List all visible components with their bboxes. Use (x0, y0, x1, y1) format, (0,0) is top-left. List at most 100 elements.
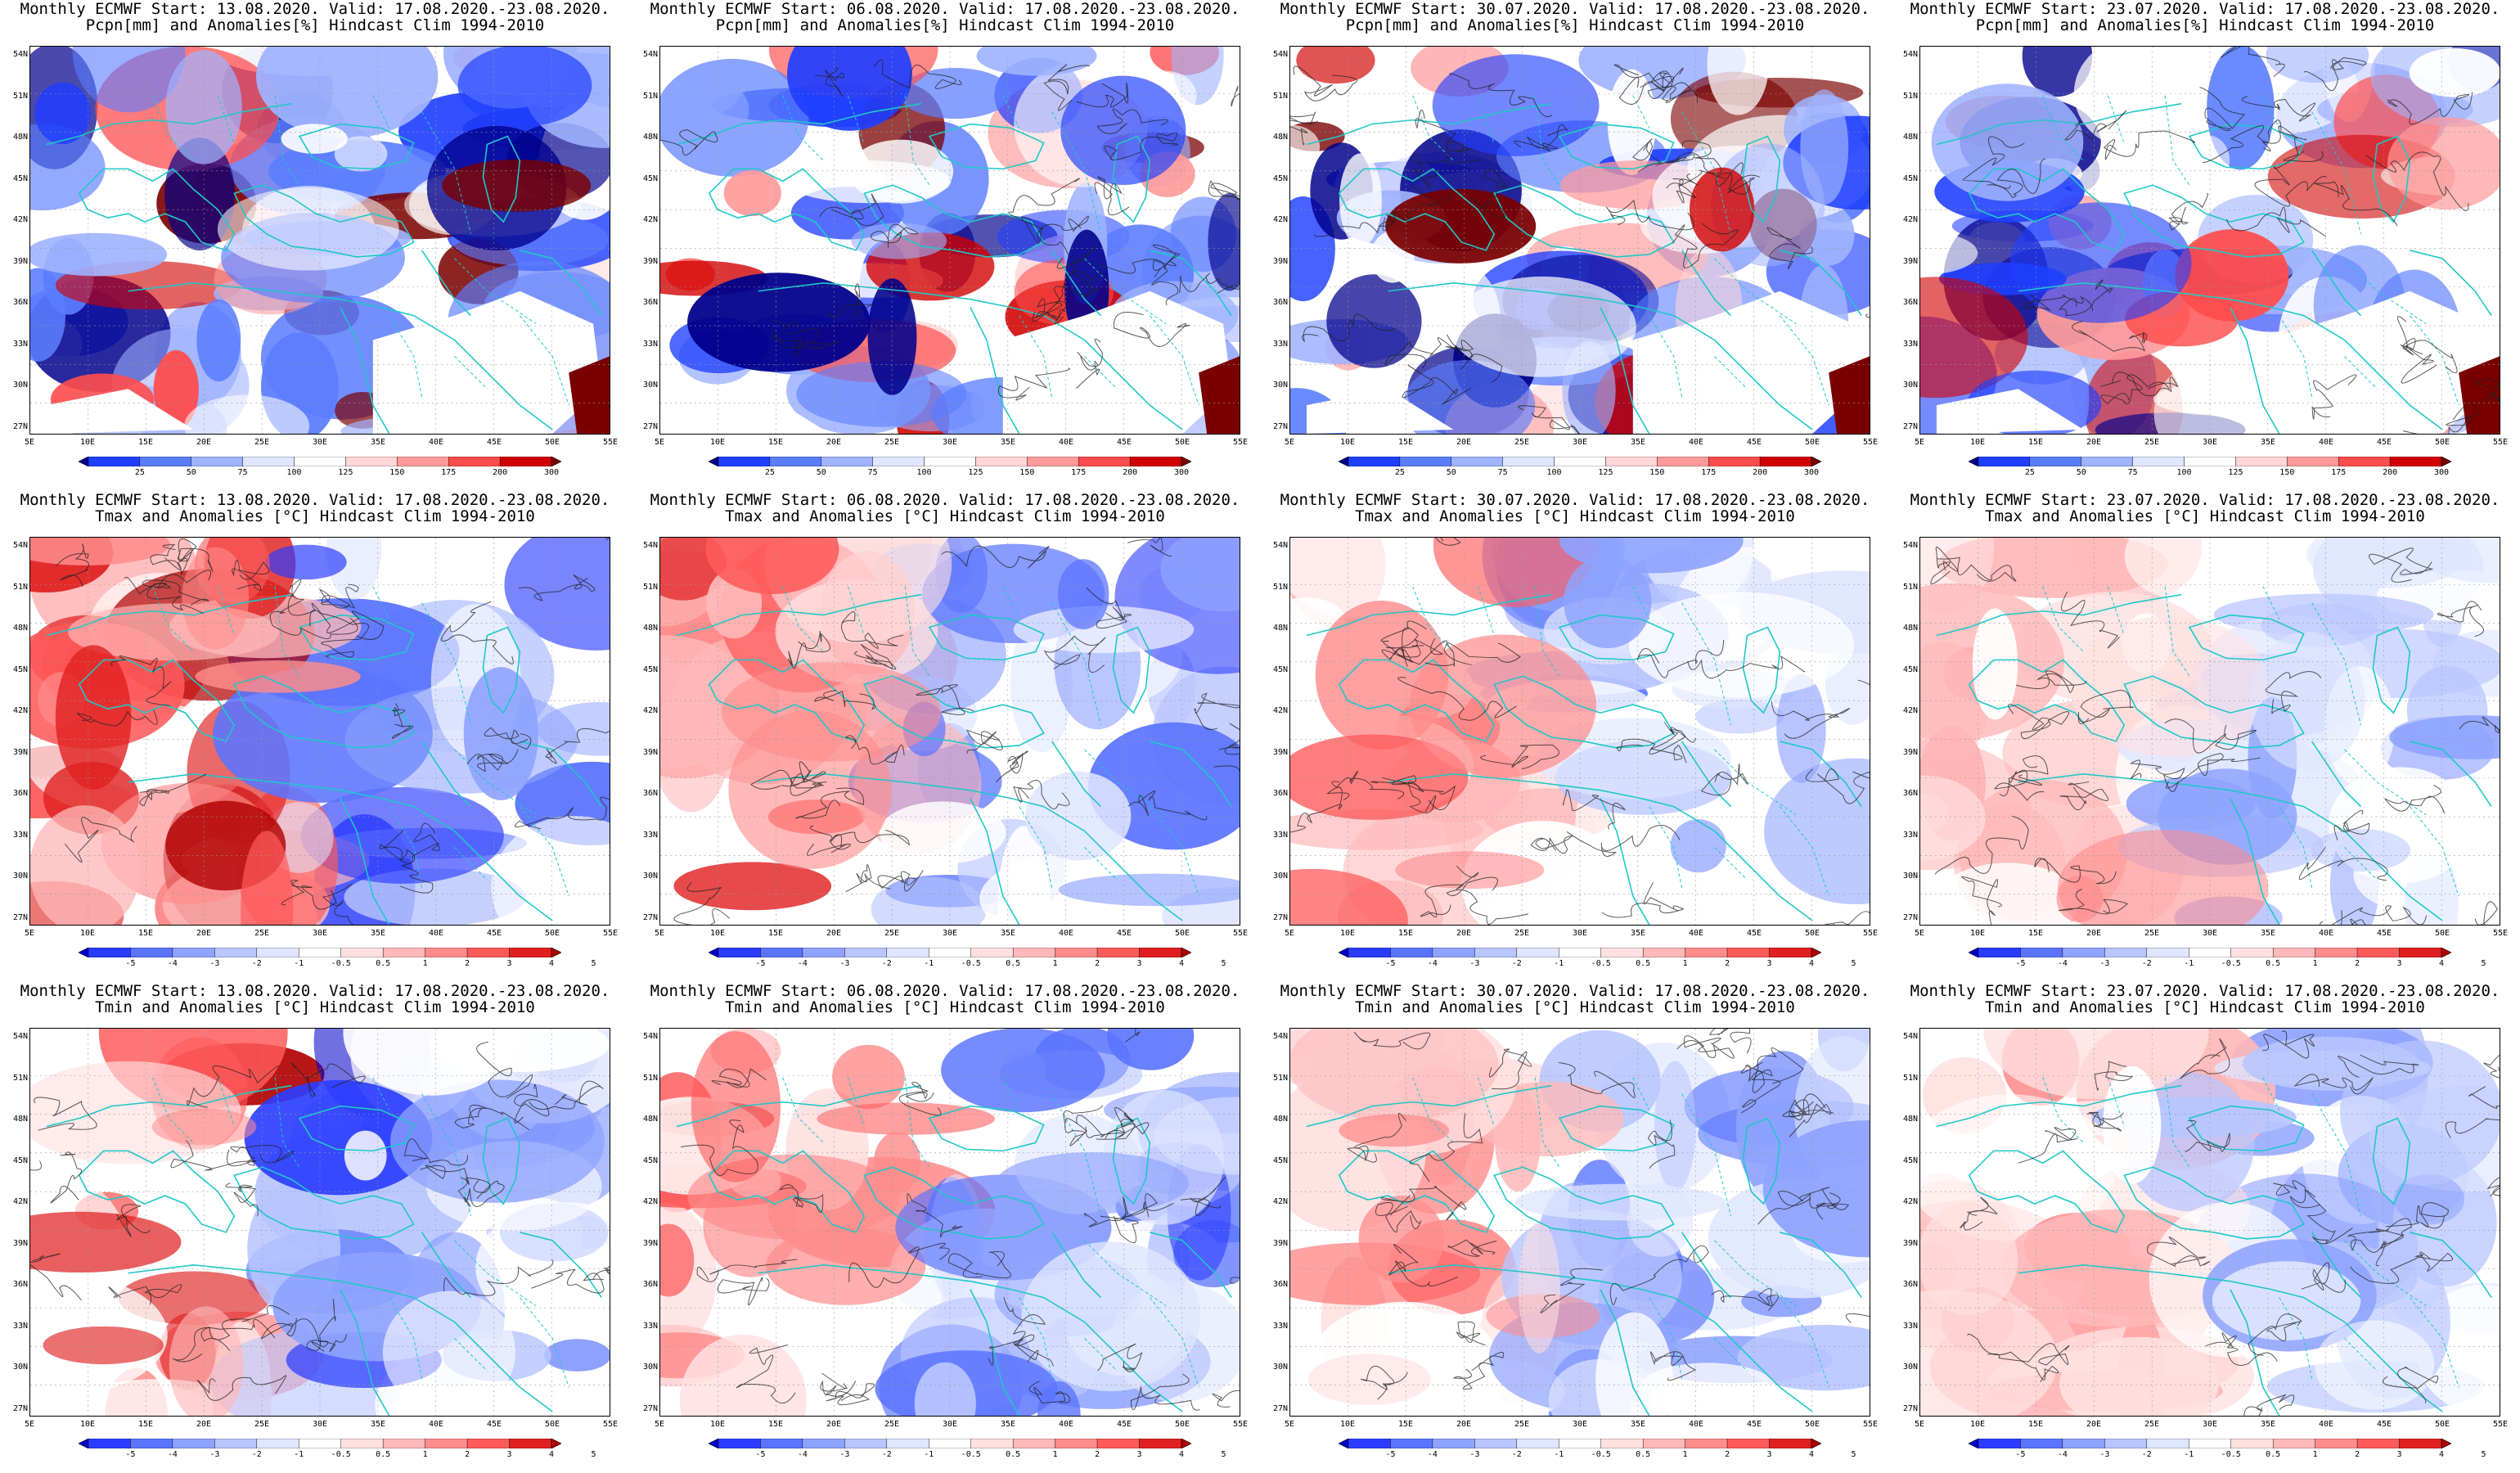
longitude-label: 5E (1914, 1420, 1925, 1429)
color-scale-swatch (2235, 457, 2288, 466)
latitude-label: 42N (12, 1197, 28, 1207)
color-scale-label: 5 (2481, 1450, 2486, 1459)
color-scale-label: -1 (1554, 1450, 1564, 1459)
longitude-label: 45E (486, 929, 502, 938)
longitude-label: 45E (1116, 1420, 1132, 1429)
color-scale-swatch (214, 1439, 258, 1448)
color-scale-swatch (1012, 948, 1055, 957)
color-scale-swatch (1769, 948, 1812, 957)
longitude-label: 20E (2086, 929, 2102, 938)
color-scale-label: 2 (1095, 1450, 1100, 1459)
color-scale-label: 4 (2438, 959, 2445, 968)
longitude-label: 45E (1746, 929, 1762, 938)
color-scale-arrow-low (709, 457, 719, 466)
latitude-label: 42N (12, 706, 28, 716)
color-scale-label: 1 (1682, 959, 1688, 968)
longitude-label: 50E (544, 438, 560, 447)
color-scale-swatch (466, 1439, 510, 1448)
color-scale-swatch (340, 1439, 384, 1448)
map-panel: Monthly ECMWF Start: 30.07.2020. Valid: … (1260, 491, 1890, 982)
longitude-label: 15E (2027, 929, 2044, 938)
latitude-label: 51N (12, 582, 28, 592)
color-scale-swatch (1012, 1439, 1055, 1448)
color-scale-label: -0.5 (1591, 1450, 1611, 1459)
longitude-label: 55E (1862, 1420, 1879, 1429)
color-scale-arrow-high (2441, 457, 2451, 466)
color-scale-swatch (1348, 948, 1391, 957)
longitude-label: 35E (1630, 929, 1646, 938)
longitude-label: 35E (370, 1420, 386, 1429)
longitude-label: 10E (1969, 1420, 1986, 1429)
longitude-label: 40E (2318, 929, 2334, 938)
latitude-label: 42N (642, 1197, 658, 1207)
color-scale-bar (1339, 948, 1821, 957)
color-scale-label: -4 (2057, 959, 2068, 968)
latitude-label: 30N (642, 381, 658, 390)
color-scale-swatch (499, 457, 552, 466)
color-scale-swatch (130, 948, 173, 957)
latitude-label: 33N (1902, 830, 1918, 840)
longitude-label: 15E (2027, 438, 2044, 447)
longitude-label: 50E (1804, 929, 1820, 938)
color-scale-arrow-high (1811, 457, 1821, 466)
color-scale-swatch (299, 948, 341, 957)
latitude-label: 39N (1272, 747, 1288, 757)
latitude-label: 51N (642, 582, 658, 592)
latitude-label: 54N (1272, 50, 1288, 59)
longitude-label: 20E (826, 438, 842, 447)
color-scale-label: 3 (506, 1450, 512, 1459)
color-scale-swatch (821, 457, 873, 466)
longitude-label: 5E (24, 929, 35, 938)
longitude-label: 35E (370, 438, 386, 447)
map-panel: Monthly ECMWF Start: 23.07.2020. Valid: … (1890, 982, 2520, 1473)
color-scale-label: -2 (251, 959, 262, 968)
color-scale-label: 300 (543, 468, 560, 477)
color-scale-label: 3 (2396, 1450, 2402, 1459)
longitude-label: 40E (1058, 1420, 1074, 1429)
anomaly-field (30, 1029, 610, 1416)
color-scale-swatch (872, 457, 925, 466)
longitude-label: 35E (2260, 929, 2276, 938)
color-scale-label: -4 (797, 959, 808, 968)
color-scale-swatch (1685, 948, 1728, 957)
latitude-label: 45N (1902, 664, 1918, 674)
color-scale-label: -5 (755, 959, 766, 968)
color-scale-label: -2 (881, 1450, 892, 1459)
latitude-label: 33N (642, 1321, 658, 1331)
color-scale-label: 5 (1221, 959, 1226, 968)
color-scale-label: 125 (968, 468, 983, 477)
latitude-label: 30N (1902, 381, 1918, 390)
color-scale-label: 1 (422, 1450, 428, 1459)
longitude-label: 15E (1397, 1420, 1414, 1429)
longitude-label: 40E (2318, 438, 2334, 447)
longitude-label: 35E (1630, 438, 1646, 447)
latitude-label: 39N (642, 1238, 658, 1248)
longitude-label: 10E (1339, 438, 1356, 447)
longitude-label: 45E (486, 438, 502, 447)
longitude-label: 30E (1572, 929, 1588, 938)
color-scale-arrow-low (79, 1439, 89, 1448)
color-scale-swatch (1474, 948, 1518, 957)
color-scale-label: 3 (1136, 1450, 1142, 1459)
anomaly-map (1919, 1028, 2500, 1417)
color-scale-swatch (2399, 948, 2442, 957)
color-scale-arrow-high (551, 1439, 561, 1448)
color-scale-swatch (1708, 457, 1761, 466)
color-scale-label: -0.5 (331, 959, 351, 968)
latitude-label: 54N (1272, 541, 1288, 550)
color-scale-swatch (2189, 1439, 2231, 1448)
color-scale-swatch (802, 948, 845, 957)
panel-title-header: Monthly ECMWF Start: 06.08.2020. Valid: … (650, 982, 1240, 1000)
longitude-label: 25E (2144, 438, 2160, 447)
color-scale-arrow-high (1811, 948, 1821, 957)
color-scale-label: 175 (2331, 468, 2347, 477)
longitude-label: 40E (1058, 929, 1074, 938)
color-scale-swatch (2184, 457, 2236, 466)
longitude-label: 10E (79, 929, 96, 938)
color-scale-swatch (760, 1439, 803, 1448)
anomaly-map (29, 537, 610, 926)
color-scale-swatch (2389, 457, 2442, 466)
color-scale-swatch (2272, 1439, 2315, 1448)
color-scale-label: -4 (167, 959, 178, 968)
color-scale-label: 100 (1546, 468, 1562, 477)
